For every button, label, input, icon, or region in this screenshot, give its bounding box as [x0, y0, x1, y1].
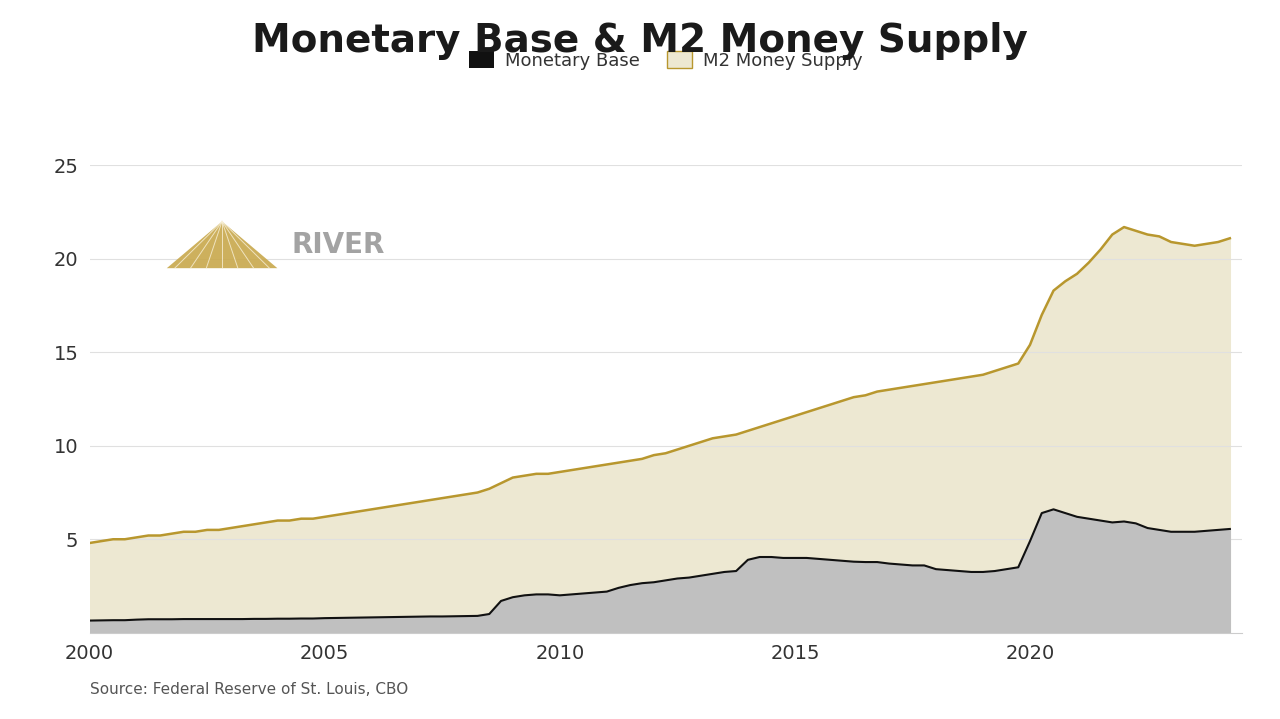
- Text: RIVER: RIVER: [292, 231, 384, 259]
- Legend: Monetary Base, M2 Money Supply: Monetary Base, M2 Money Supply: [462, 44, 869, 77]
- Polygon shape: [166, 221, 278, 268]
- Text: Monetary Base & M2 Money Supply: Monetary Base & M2 Money Supply: [252, 22, 1028, 60]
- Text: Source: Federal Reserve of St. Louis, CBO: Source: Federal Reserve of St. Louis, CB…: [90, 682, 408, 697]
